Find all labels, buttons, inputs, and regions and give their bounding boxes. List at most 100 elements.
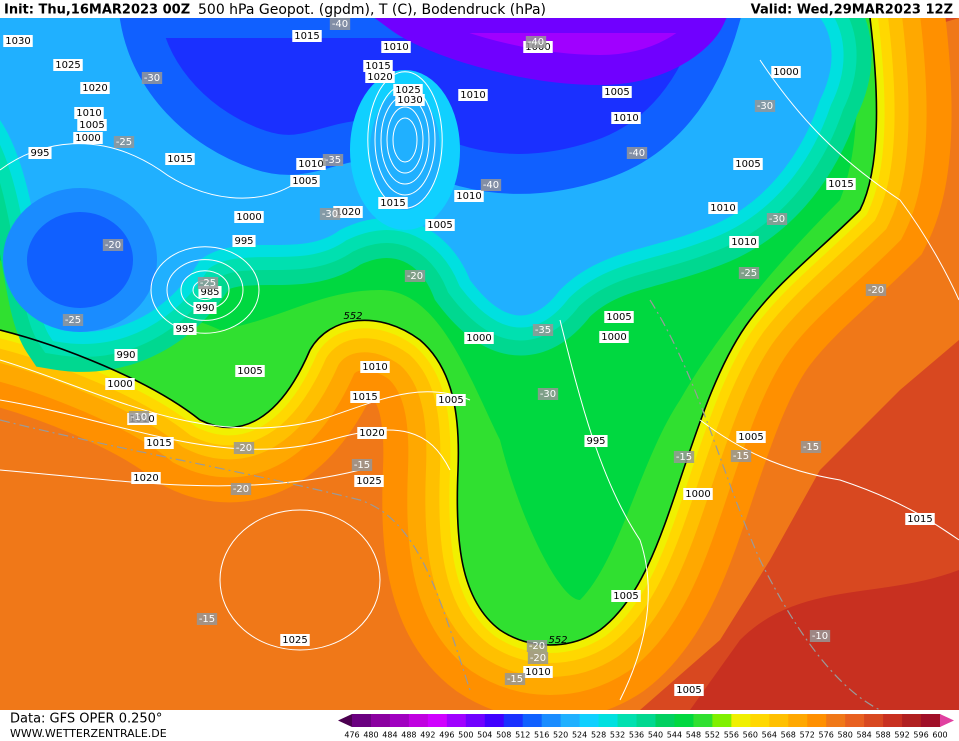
pressure-label: 1010 bbox=[298, 159, 323, 170]
pressure-label-box bbox=[436, 394, 466, 406]
temperature-label: -30 bbox=[769, 214, 785, 225]
pressure-label: 1015 bbox=[294, 31, 319, 42]
pressure-label: 1000 bbox=[685, 489, 710, 500]
temperature-label: -30 bbox=[322, 209, 338, 220]
colorbar-tick-label: 568 bbox=[781, 731, 796, 740]
pressure-label-box bbox=[77, 119, 107, 131]
pressure-label-box bbox=[584, 435, 608, 447]
temperature-label-box bbox=[626, 147, 648, 159]
pressure-label: 985 bbox=[200, 287, 219, 298]
temperature-label: -10 bbox=[812, 631, 828, 642]
pressure-label-box bbox=[131, 472, 161, 484]
isobar bbox=[0, 399, 451, 471]
temperature-label-box bbox=[800, 441, 822, 453]
pressure-label: 1005 bbox=[292, 176, 317, 187]
high-ridge bbox=[350, 70, 460, 230]
pressure-label-box bbox=[105, 378, 135, 390]
pressure-label-box bbox=[74, 107, 104, 119]
pressure-label: 1010 bbox=[76, 108, 101, 119]
temperature-label: -25 bbox=[65, 315, 81, 326]
pressure-label-box bbox=[290, 175, 320, 187]
map-labels: 1030 1015 1010 1000 1025 1015 1020 1000 1020 1025… bbox=[3, 18, 935, 696]
pressure-label: 1020 bbox=[367, 72, 392, 83]
temperature-label-box bbox=[319, 208, 341, 220]
polar-core bbox=[374, 18, 727, 86]
isobar bbox=[392, 117, 418, 163]
colorbar-tick-label: 500 bbox=[458, 731, 473, 740]
colorbar-cell bbox=[541, 714, 562, 727]
init-time: Init: Thu,16MAR2023 00Z bbox=[4, 3, 190, 18]
low-core bbox=[3, 188, 157, 332]
temperature-label: -20 bbox=[407, 271, 423, 282]
temperature-label-box bbox=[230, 483, 252, 495]
pressure-label-box bbox=[357, 427, 387, 439]
pressure-label: 1025 bbox=[282, 635, 307, 646]
colorbar-tick-label: 480 bbox=[363, 731, 378, 740]
temperature-label-box bbox=[525, 36, 547, 48]
pressure-label: 1005 bbox=[676, 685, 701, 696]
website: WWW.WETTERZENTRALE.DE bbox=[10, 727, 167, 740]
pressure-label: 1005 bbox=[613, 591, 638, 602]
pressure-label: 1010 bbox=[525, 667, 550, 678]
colorbar-cell bbox=[902, 714, 922, 727]
temperature-label: -20 bbox=[233, 484, 249, 495]
pressure-label-box bbox=[604, 311, 634, 323]
pressure-label-box bbox=[114, 349, 138, 361]
pressure-label-box bbox=[393, 84, 423, 96]
pressure-label: 1005 bbox=[427, 220, 452, 231]
colorbar-cell bbox=[408, 714, 429, 727]
pressure-label: 995 bbox=[30, 148, 49, 159]
temperature-label: -15 bbox=[803, 442, 819, 453]
pressure-label: 1020 bbox=[82, 83, 107, 94]
pressure-label: 1030 bbox=[397, 95, 422, 106]
temperature-label-box bbox=[141, 72, 163, 84]
pressure-label: 1030 bbox=[5, 36, 30, 47]
height-label: 552 bbox=[548, 635, 567, 646]
colorbar-tick-label: 524 bbox=[572, 731, 587, 740]
pressure-label-box bbox=[235, 365, 265, 377]
pressure-label: 1015 bbox=[146, 438, 171, 449]
pressure-label: 1000 bbox=[601, 332, 626, 343]
pressure-label-box bbox=[771, 66, 801, 78]
pressure-label: 1010 bbox=[710, 203, 735, 214]
isobar bbox=[759, 59, 959, 301]
colorbar-cell bbox=[579, 714, 600, 727]
colorbar-tick-label: 492 bbox=[420, 731, 435, 740]
pressure-label-box bbox=[611, 590, 641, 602]
pressure-label-box bbox=[378, 197, 408, 209]
temperature-label-box bbox=[351, 459, 373, 471]
temperature-label: -40 bbox=[483, 180, 499, 191]
temperature-label: -15 bbox=[507, 674, 523, 685]
pressure-label-box bbox=[523, 666, 553, 678]
pressure-label: 1020 bbox=[359, 428, 384, 439]
colorbar-tick-label: 496 bbox=[439, 731, 454, 740]
isobar bbox=[0, 469, 361, 487]
colorbar-cell bbox=[712, 714, 732, 727]
pressure-label-box bbox=[333, 206, 363, 218]
temperature-label-box bbox=[102, 239, 124, 251]
pressure-label-box bbox=[674, 684, 704, 696]
colorbar: 476 480 484 488 492 496 500 504 508 512 516 520 524 5… bbox=[338, 714, 954, 740]
pressure-label-box bbox=[3, 35, 33, 47]
temperature-label-box bbox=[197, 277, 219, 289]
pressure-label: 1010 bbox=[613, 113, 638, 124]
colorbar-tick-label: 488 bbox=[401, 731, 416, 740]
pressure-label: 1025 bbox=[55, 60, 80, 71]
colorbar-cell bbox=[598, 714, 619, 727]
pressure-label: 990 bbox=[116, 350, 135, 361]
temperature-label: -25 bbox=[200, 278, 216, 289]
isobar bbox=[166, 259, 244, 321]
pressure-label-box bbox=[234, 211, 264, 223]
colorbar-tick-label: 584 bbox=[856, 731, 871, 740]
pressure-label: 1010 bbox=[383, 42, 408, 53]
colorbar-cell bbox=[655, 714, 675, 727]
temperature-label: -20 bbox=[105, 240, 121, 251]
isotherm bbox=[649, 299, 881, 710]
pressure-label-box bbox=[464, 332, 494, 344]
temperature-label: -30 bbox=[144, 73, 160, 84]
temperature-label-box bbox=[196, 613, 218, 625]
temperature-label: -15 bbox=[199, 614, 215, 625]
pressure-label-box bbox=[602, 86, 632, 98]
temperature-label-box bbox=[527, 652, 549, 664]
